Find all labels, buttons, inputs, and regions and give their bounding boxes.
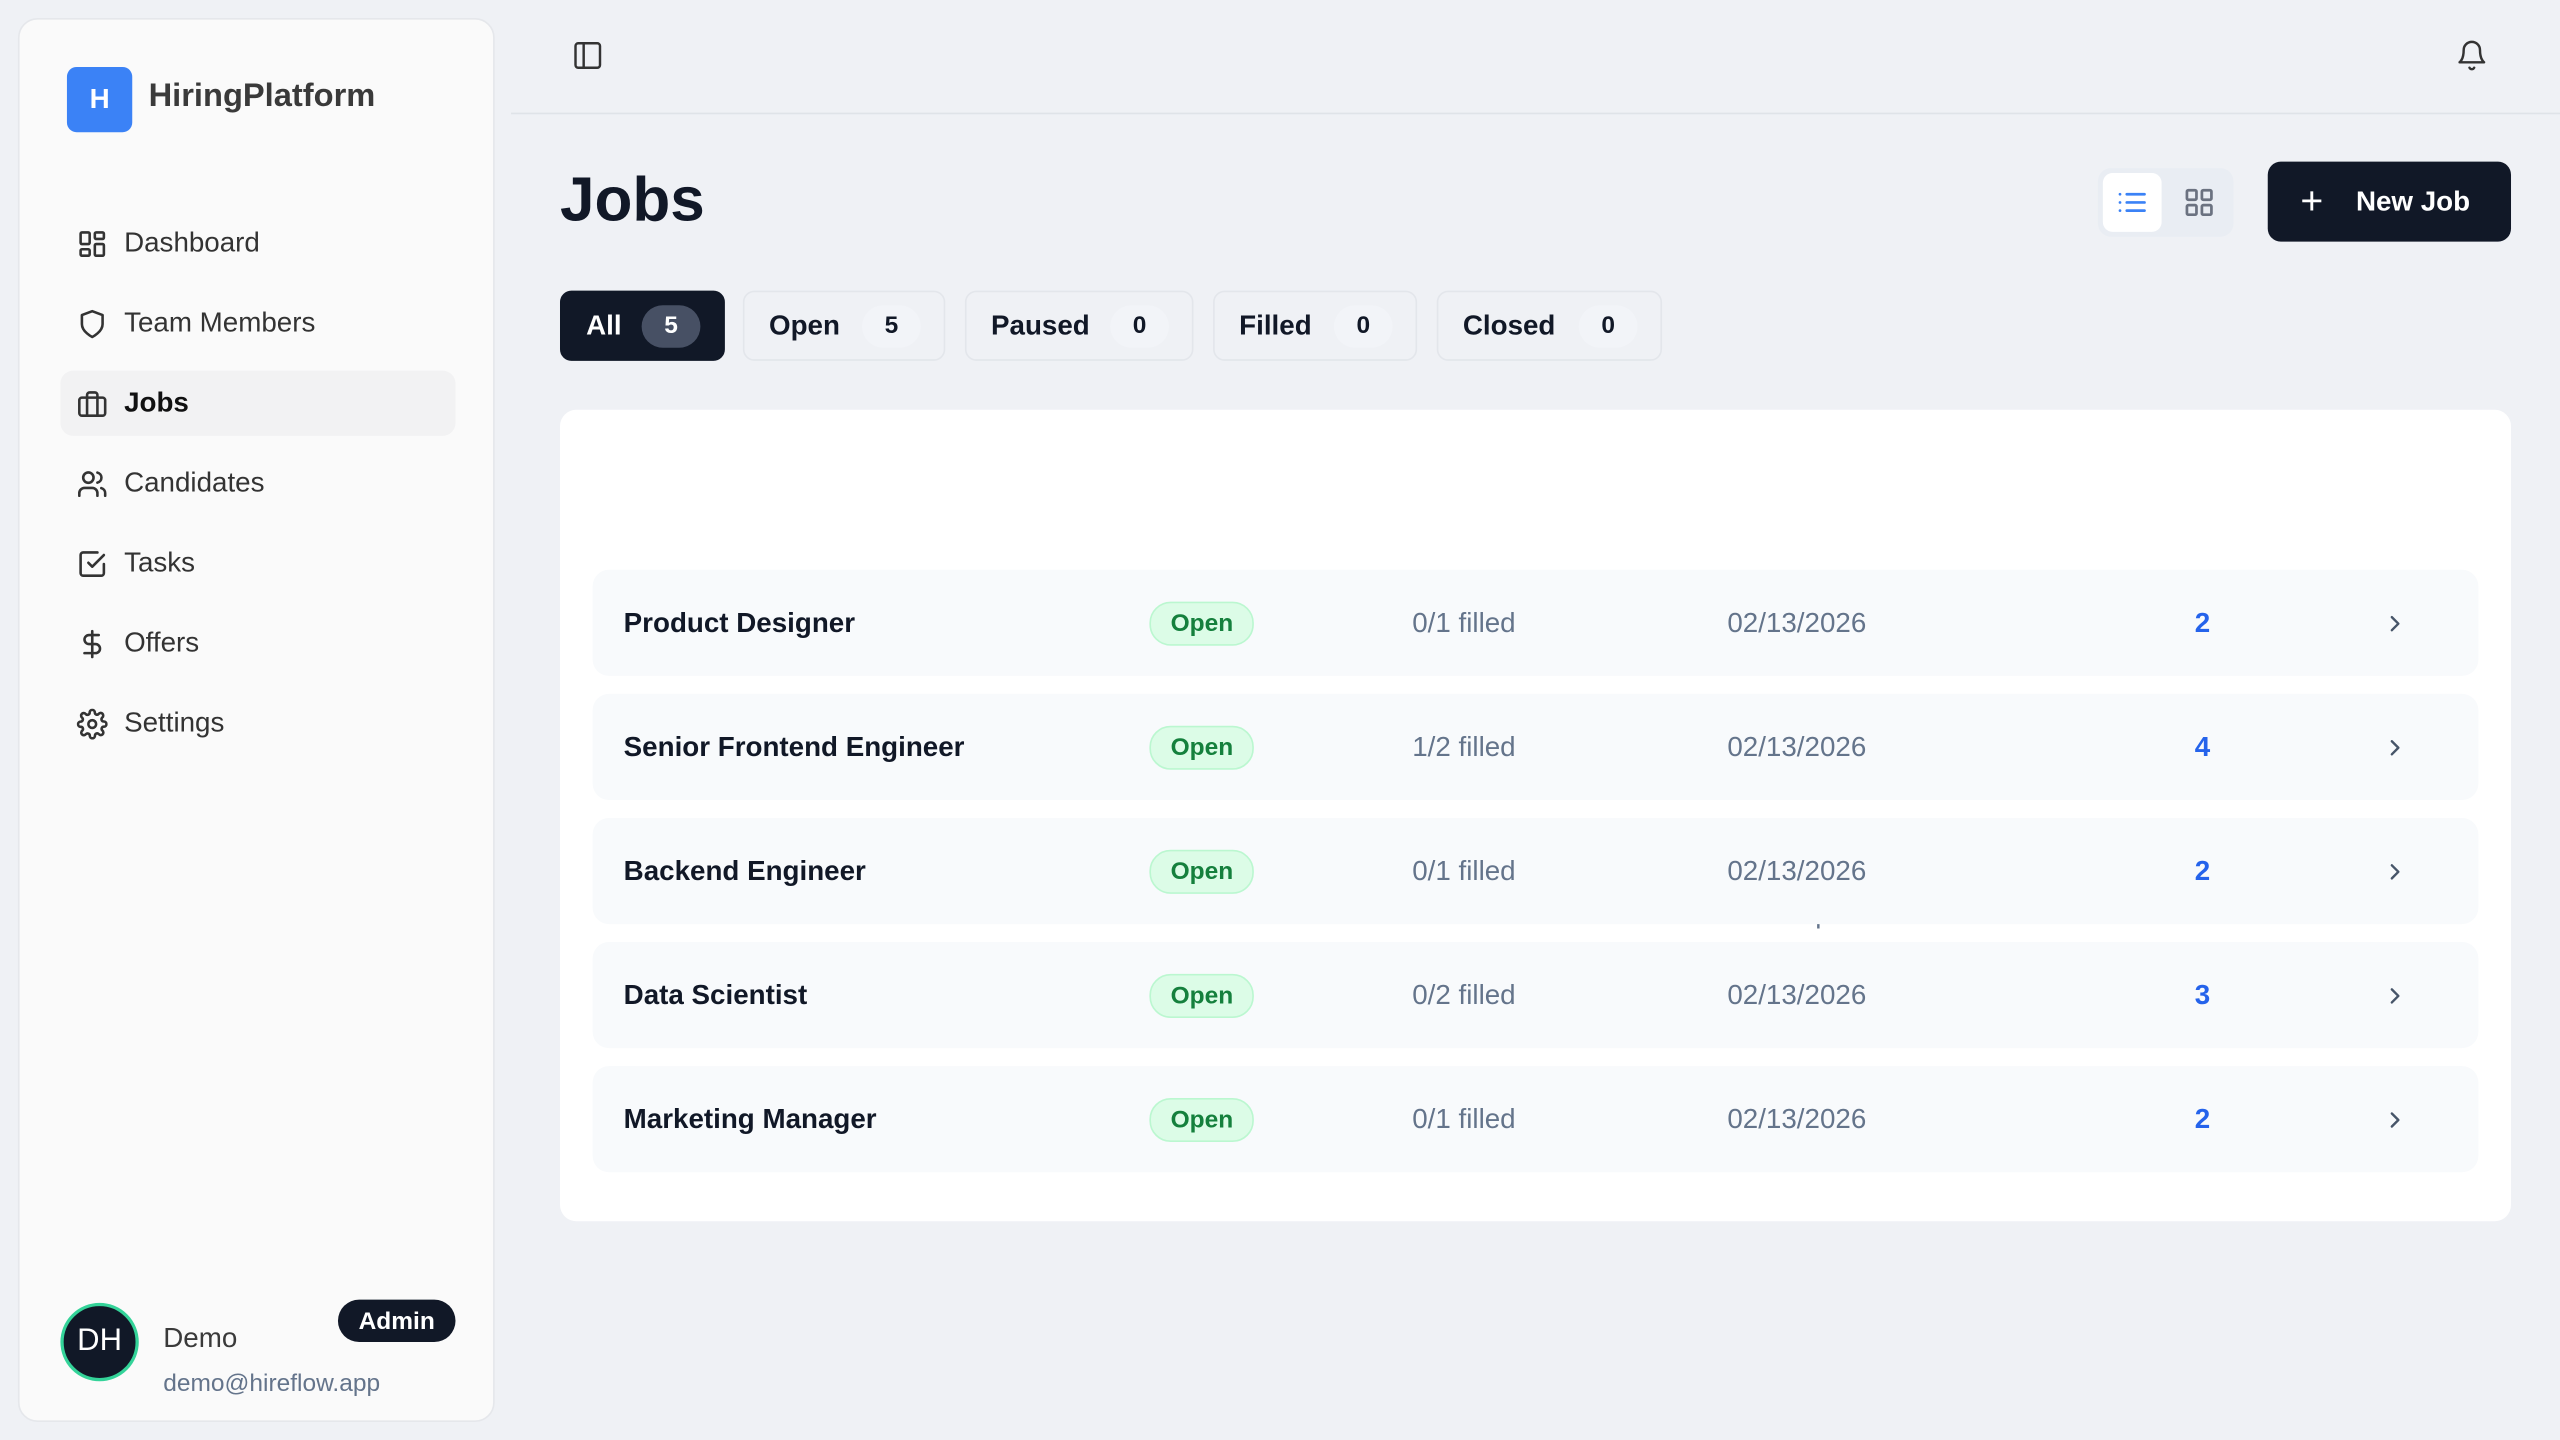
table-row[interactable]: Backend Engineer Open 0/1 filled 02/13/2…: [592, 817, 2479, 925]
candidate-count[interactable]: 4: [2194, 730, 2211, 762]
dollar-icon: [83, 629, 102, 658]
sidebar-item-dashboard[interactable]: Dashboard: [60, 211, 455, 276]
role-badge: Admin: [337, 1299, 456, 1343]
job-title: Data Scientist: [623, 978, 808, 1010]
candidate-count[interactable]: 2: [2194, 1102, 2211, 1134]
sidebar-item-label: Candidates: [124, 466, 265, 498]
status-badge: Open: [1149, 1097, 1255, 1142]
tab-count: 0: [1110, 304, 1169, 347]
new-job-label: New Job: [2355, 185, 2471, 217]
date-opened: 02/13/2026: [1727, 730, 1867, 762]
chevron-right-icon[interactable]: [2382, 1106, 2408, 1132]
app-name: HiringPlatform: [148, 78, 376, 115]
sidebar-item-team-members[interactable]: Team Members: [60, 291, 455, 356]
avatar[interactable]: DH: [60, 1302, 139, 1382]
grid-icon: [2185, 188, 2213, 217]
status-badge: Open: [1149, 973, 1255, 1018]
sidebar: H HiringPlatform Dashboard Team Members …: [17, 17, 495, 1423]
layout-grid-icon: [79, 230, 106, 257]
job-title: Product Designer: [623, 606, 856, 638]
sidebar-item-label: Tasks: [124, 546, 196, 578]
tab-label: All: [586, 309, 622, 341]
table-row[interactable]: Senior Frontend Engineer Open 1/2 filled…: [592, 693, 2479, 800]
sidebar-item-candidates[interactable]: Candidates: [60, 451, 455, 516]
new-job-button[interactable]: + New Job: [2267, 161, 2512, 242]
tab-open[interactable]: Open 5: [742, 290, 946, 361]
plus-icon: +: [2300, 178, 2324, 223]
page-title: Jobs: [559, 166, 705, 236]
grid-view-button[interactable]: [2170, 173, 2229, 232]
date-opened: 02/13/2026: [1727, 1102, 1867, 1134]
notifications-button[interactable]: [2456, 39, 2489, 80]
tab-filled[interactable]: Filled 0: [1213, 290, 1418, 361]
positions: 0/1 filled: [1412, 606, 1516, 638]
sidebar-item-offers[interactable]: Offers: [60, 611, 455, 676]
table-row[interactable]: Product Designer Open 0/1 filled 02/13/2…: [592, 569, 2479, 676]
sidebar-item-label: Dashboard: [124, 226, 260, 258]
gear-icon: [76, 707, 108, 739]
tab-label: Paused: [991, 309, 1090, 341]
header-divider: [511, 112, 2560, 115]
tab-count: 5: [641, 304, 701, 347]
status-badge: Open: [1149, 724, 1255, 769]
chevron-right-icon[interactable]: [2382, 982, 2408, 1008]
panel-left-icon: [574, 42, 602, 69]
chevron-right-icon[interactable]: [2382, 734, 2408, 760]
status-badge: Open: [1149, 848, 1255, 894]
positions: 0/2 filled: [1412, 978, 1516, 1010]
chevron-right-icon[interactable]: [2382, 858, 2408, 884]
briefcase-icon: [78, 390, 107, 417]
logo: H: [66, 66, 133, 133]
tab-closed[interactable]: Closed 0: [1436, 290, 1663, 361]
list-icon: [2118, 192, 2146, 212]
sidebar-toggle-button[interactable]: [571, 39, 604, 80]
sidebar-item-tasks[interactable]: Tasks: [60, 531, 455, 596]
tab-label: Filled: [1239, 309, 1312, 341]
job-title: Backend Engineer: [623, 854, 866, 886]
check-square-icon: [79, 550, 106, 577]
date-opened: 02/13/2026: [1727, 978, 1867, 1010]
jobs-table: Title Status Positions Date Opened Candi…: [559, 409, 2512, 1222]
table-row[interactable]: Marketing Manager Open 0/1 filled 02/13/…: [592, 1066, 2479, 1173]
sidebar-item-label: Jobs: [124, 386, 189, 418]
job-title: Marketing Manager: [623, 1102, 877, 1134]
user-email: demo@hireflow.app: [163, 1369, 381, 1398]
tab-count: 5: [862, 304, 921, 347]
positions: 1/2 filled: [1412, 730, 1516, 762]
bell-icon: [2458, 40, 2486, 71]
sidebar-item-label: Offers: [124, 626, 200, 658]
tab-label: Open: [768, 309, 840, 341]
positions: 0/1 filled: [1412, 1102, 1516, 1134]
status-badge: Open: [1149, 600, 1255, 645]
candidate-count[interactable]: 3: [2194, 978, 2211, 1010]
tab-count: 0: [1333, 304, 1393, 347]
chevron-right-icon[interactable]: [2382, 610, 2408, 636]
view-toggle: [2097, 168, 2234, 237]
list-view-button[interactable]: [2102, 173, 2162, 232]
tab-count: 0: [1578, 304, 1638, 347]
users-icon: [78, 470, 107, 497]
positions: 0/1 filled: [1412, 854, 1516, 886]
user-name: Demo: [163, 1322, 238, 1354]
shield-icon: [80, 309, 104, 338]
tab-label: Closed: [1462, 309, 1556, 341]
tab-all[interactable]: All 5: [559, 290, 725, 361]
job-title: Senior Frontend Engineer: [623, 730, 965, 762]
sidebar-item-label: Team Members: [124, 306, 316, 338]
tab-paused[interactable]: Paused 0: [964, 290, 1194, 361]
date-opened: 02/13/2026: [1727, 606, 1867, 638]
table-row[interactable]: Data Scientist Open 0/2 filled 02/13/202…: [592, 942, 2479, 1049]
candidate-count[interactable]: 2: [2194, 606, 2211, 638]
candidate-count[interactable]: 2: [2194, 854, 2211, 886]
sidebar-item-jobs[interactable]: Jobs: [60, 370, 456, 436]
sidebar-item-settings[interactable]: Settings: [60, 691, 455, 756]
sidebar-item-label: Settings: [124, 706, 225, 738]
date-opened: 02/13/2026: [1727, 854, 1867, 886]
